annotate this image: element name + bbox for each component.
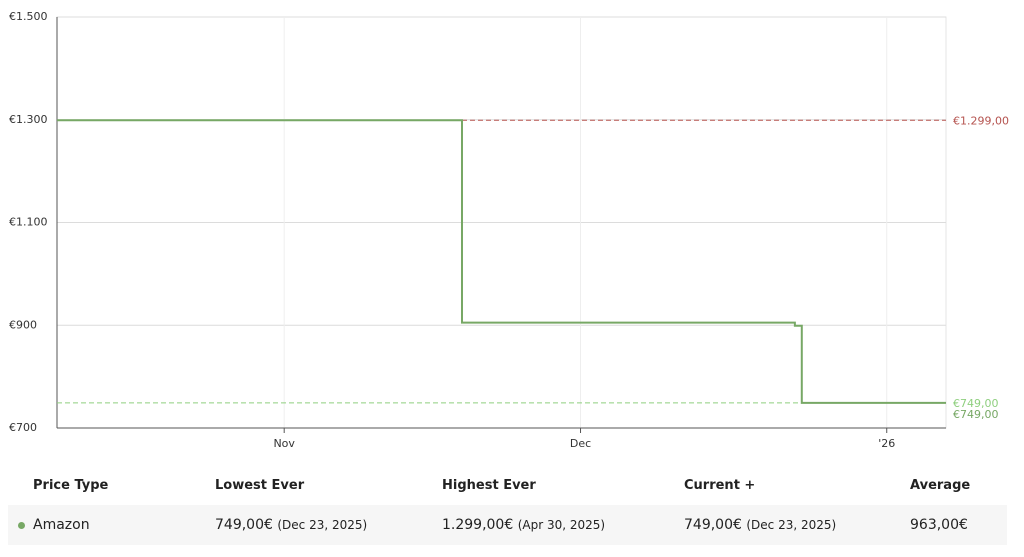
cell-date: (Dec 23, 2025): [277, 518, 368, 532]
y-tick-label: €700: [9, 421, 37, 434]
header-row: Price Type Lowest Ever Highest Ever Current…: [8, 467, 1007, 505]
header-cell: Average: [910, 478, 971, 493]
cell-value: 749,00€: [215, 517, 273, 533]
cell-value: Amazon: [33, 517, 90, 533]
x-tick-label: Nov: [273, 437, 295, 450]
price-table: Price Type Lowest Ever Highest Ever Current…: [8, 467, 1007, 545]
cell-value: 963,00€: [910, 517, 968, 533]
chart: €700 €900 €1.100 €1.300 €1.500 Nov Dec '26 €1.29…: [9, 10, 1009, 450]
x-tick-label: '26: [878, 437, 895, 450]
y-tick-label: €1.500: [9, 10, 48, 23]
table-cell: 749,00€ (Dec 23, 2025): [215, 505, 367, 545]
reference-label: €1.299,00: [953, 114, 1009, 127]
header-cell: Price Type: [33, 478, 109, 493]
reference-label: €749,00: [953, 408, 999, 421]
header-cell: Lowest Ever: [215, 478, 305, 493]
table-cell: 963,00€: [910, 505, 968, 545]
table-cell: Amazon: [33, 505, 90, 545]
table-cell: 1.299,00€ (Apr 30, 2025): [442, 505, 605, 545]
data-row: Amazon 749,00€ (Dec 23, 2025) 1.299,00€ (A…: [8, 505, 1007, 545]
cell-value: 1.299,00€: [442, 517, 514, 533]
cell-date: (Apr 30, 2025): [517, 518, 606, 532]
x-tick-label: Dec: [570, 437, 591, 450]
y-tick-label: €900: [9, 318, 37, 331]
y-tick-label: €1.100: [9, 216, 48, 229]
cell-date: (Dec 23, 2025): [746, 518, 837, 532]
header-cell: Current +: [684, 478, 756, 493]
y-tick-label: €1.300: [9, 113, 48, 126]
reference-label: €749,00: [953, 397, 999, 410]
table-cell: 749,00€ (Dec 23, 2025): [684, 505, 836, 545]
cell-value: 749,00€: [684, 517, 742, 533]
header-cell: Highest Ever: [442, 478, 536, 493]
price-line: [57, 119, 946, 404]
series-dot: [18, 522, 25, 529]
